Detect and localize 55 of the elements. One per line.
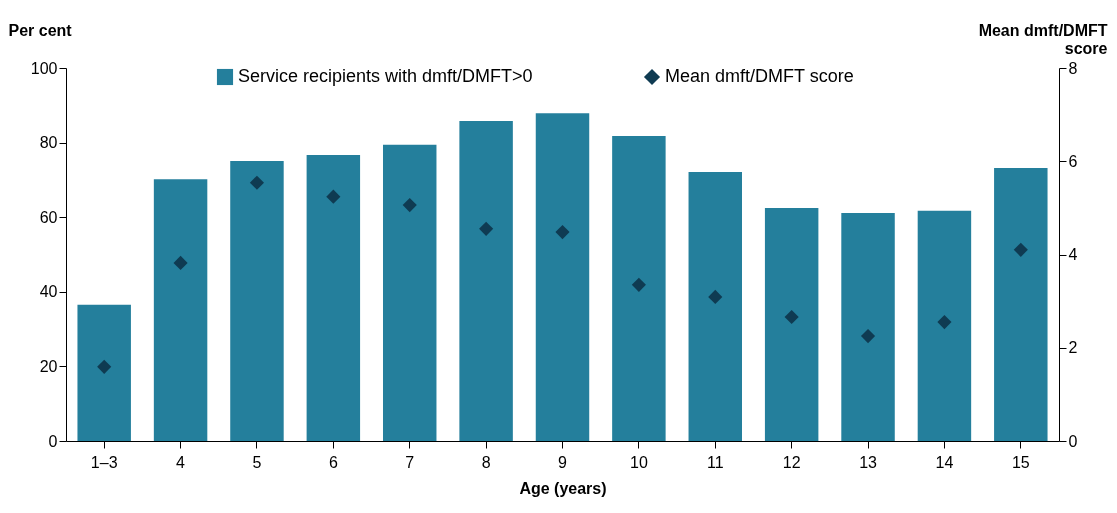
bar bbox=[535, 113, 590, 441]
bar bbox=[153, 179, 208, 441]
x-tick-label: 9 bbox=[558, 453, 568, 471]
x-tick-label: 5 bbox=[252, 453, 262, 471]
bar bbox=[841, 213, 895, 441]
bar bbox=[764, 207, 819, 441]
x-axis-title: Age (years) bbox=[519, 479, 607, 497]
bar bbox=[77, 304, 131, 441]
point bbox=[326, 189, 341, 204]
y2-tick-label: 2 bbox=[1068, 339, 1078, 357]
y-tick-label: 100 bbox=[30, 59, 58, 77]
x-tick-label: 8 bbox=[481, 453, 491, 471]
bar bbox=[994, 167, 1048, 441]
x-tick-label: 7 bbox=[405, 453, 415, 471]
point bbox=[173, 255, 188, 270]
point bbox=[555, 225, 570, 240]
point bbox=[402, 198, 417, 213]
x-tick-label: 10 bbox=[629, 453, 648, 471]
x-tick-label: 14 bbox=[935, 453, 954, 471]
y2-tick-label: 6 bbox=[1068, 152, 1078, 170]
x-tick-label: 13 bbox=[859, 453, 878, 471]
y-tick-label: 0 bbox=[48, 432, 58, 450]
point bbox=[249, 175, 265, 190]
y2-tick-label: 0 bbox=[1068, 432, 1078, 450]
bar bbox=[230, 160, 284, 441]
legend-label: Mean dmft/DMFT score bbox=[665, 66, 854, 86]
y-tick-label: 60 bbox=[39, 208, 58, 226]
y-tick-label: 80 bbox=[39, 134, 58, 152]
point bbox=[860, 329, 876, 344]
point bbox=[937, 315, 952, 330]
point bbox=[784, 309, 799, 325]
y-tick-label: 40 bbox=[39, 283, 58, 301]
x-tick-label: 6 bbox=[328, 453, 338, 471]
point bbox=[1013, 242, 1028, 257]
y-tick-label: 20 bbox=[39, 357, 58, 375]
y2-tick-label: 8 bbox=[1068, 59, 1078, 77]
bar bbox=[459, 120, 513, 441]
x-tick-label: 1–3 bbox=[90, 453, 118, 471]
point bbox=[97, 359, 112, 374]
x-tick-label: 11 bbox=[706, 453, 724, 471]
bar bbox=[306, 154, 361, 441]
point bbox=[708, 289, 723, 304]
y2-axis-title: Mean dmft/DMFT score bbox=[978, 21, 1108, 57]
bar bbox=[383, 144, 437, 441]
point bbox=[479, 221, 494, 236]
x-tick-label: 15 bbox=[1011, 453, 1030, 471]
bar bbox=[612, 135, 666, 441]
bar bbox=[917, 210, 972, 441]
y-axis-title: Per cent bbox=[8, 21, 73, 39]
point bbox=[631, 277, 646, 292]
bar bbox=[688, 172, 742, 441]
x-tick-label: 4 bbox=[176, 453, 186, 471]
x-tick-label: 12 bbox=[782, 453, 801, 471]
legend-label: Service recipients with dmft/DMFT>0 bbox=[238, 66, 533, 86]
y2-tick-label: 4 bbox=[1068, 246, 1078, 263]
